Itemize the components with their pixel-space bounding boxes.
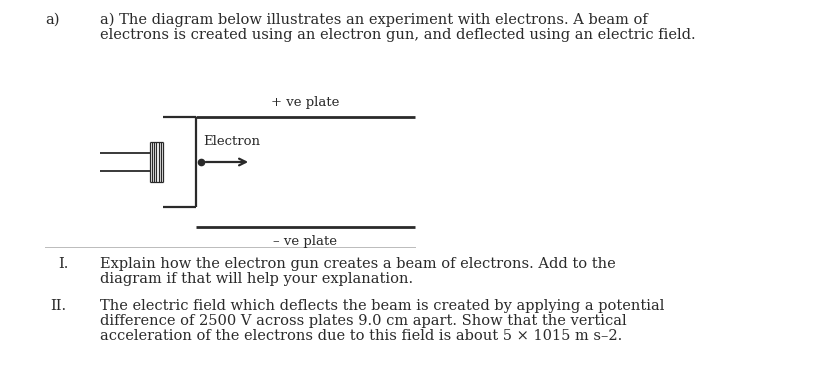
Text: difference of 2500 V across plates 9.0 cm apart. Show that the vertical: difference of 2500 V across plates 9.0 c… bbox=[100, 314, 626, 328]
Text: a): a) bbox=[45, 13, 60, 27]
Text: + ve plate: + ve plate bbox=[271, 96, 339, 109]
Text: I.: I. bbox=[58, 257, 69, 271]
Text: II.: II. bbox=[50, 299, 66, 313]
Text: acceleration of the electrons due to this field is about 5 × 1015 m s–2.: acceleration of the electrons due to thi… bbox=[100, 329, 622, 343]
Text: – ve plate: – ve plate bbox=[273, 235, 337, 248]
Text: The electric field which deflects the beam is created by applying a potential: The electric field which deflects the be… bbox=[100, 299, 663, 313]
Text: Explain how the electron gun creates a beam of electrons. Add to the: Explain how the electron gun creates a b… bbox=[100, 257, 615, 271]
Text: Electron: Electron bbox=[203, 135, 260, 148]
Text: a) The diagram below illustrates an experiment with electrons. A beam of: a) The diagram below illustrates an expe… bbox=[100, 13, 647, 27]
Text: diagram if that will help your explanation.: diagram if that will help your explanati… bbox=[100, 272, 413, 286]
Text: electrons is created using an electron gun, and deflected using an electric fiel: electrons is created using an electron g… bbox=[100, 28, 695, 42]
